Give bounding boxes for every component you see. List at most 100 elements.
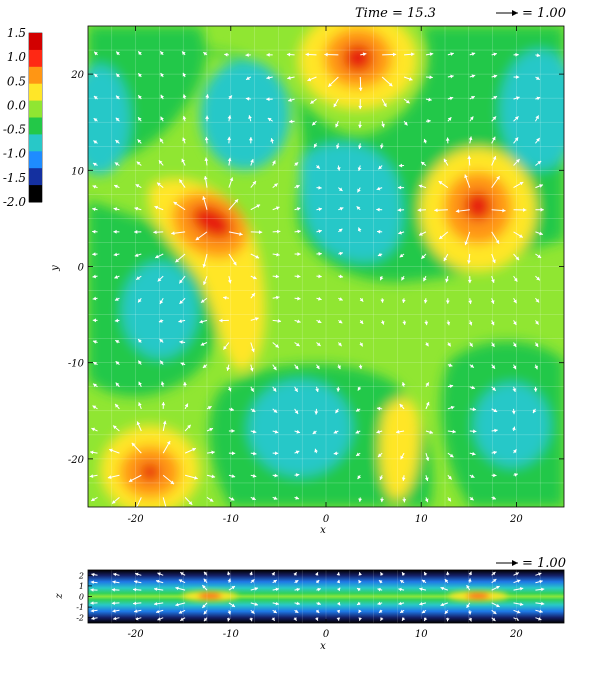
vector-arrowhead — [164, 507, 168, 511]
vector-arrowhead — [230, 407, 234, 412]
vector-arrowhead — [337, 365, 341, 370]
trough-1 — [200, 60, 290, 170]
vector-arrowhead — [470, 474, 475, 478]
vector-arrowhead — [113, 207, 118, 211]
vector-arrowhead — [455, 209, 460, 213]
vector-arrowhead — [288, 98, 292, 102]
vector-arrowhead — [207, 406, 212, 410]
vector-arrowhead — [239, 232, 243, 236]
colorbar-tick-label: 0.0 — [7, 98, 26, 112]
vector-arrowhead — [534, 365, 538, 370]
vector-arrowhead — [471, 385, 476, 390]
vector-arrowhead — [273, 609, 277, 613]
z-tick-label: 1 — [79, 582, 84, 591]
vector-arrowhead — [536, 137, 540, 142]
vector-arrowhead — [355, 408, 360, 412]
vector-arrowhead — [318, 185, 322, 190]
vector-arrowhead — [535, 76, 540, 80]
vector-arrowhead — [227, 157, 232, 162]
time-annotation: Time = 15.3 — [355, 6, 436, 21]
top-field — [88, 26, 564, 511]
vector-arrowhead — [294, 580, 299, 584]
colorbar-tick-label: -1.5 — [3, 171, 26, 185]
vector-arrowhead — [398, 230, 402, 235]
vector-arrowhead — [490, 300, 495, 304]
bottom-sources — [182, 591, 508, 601]
vector-arrowhead — [492, 156, 497, 160]
colorbar-tick-label: -1.0 — [3, 147, 27, 161]
vector-arrowhead — [336, 609, 341, 614]
vector-arrowhead — [175, 258, 180, 263]
vector-arrowhead — [296, 429, 301, 434]
vector-arrowhead — [469, 496, 474, 501]
vector-arrowhead — [202, 364, 207, 368]
vector-arrowhead — [254, 587, 258, 591]
vector-arrowhead — [182, 115, 187, 120]
vector-arrowhead — [536, 96, 541, 101]
vector-arrowhead — [446, 321, 451, 326]
bottom-zlabel: z — [54, 593, 65, 600]
vector-arrowhead — [272, 160, 276, 165]
top-ylabel: y — [50, 265, 61, 272]
vector-arrowhead — [314, 448, 318, 453]
vector-arrowhead — [515, 572, 519, 576]
vector-arrowhead — [533, 388, 538, 392]
vector-arrowhead — [90, 580, 95, 585]
vector-arrowhead — [157, 277, 162, 282]
vector-arrowhead — [425, 382, 429, 387]
vector-arrowhead — [161, 402, 166, 406]
vector-arrowhead — [138, 402, 142, 406]
vector-arrowhead — [514, 137, 519, 142]
vector-arrowhead — [358, 124, 362, 129]
y-tick-label: 10 — [71, 166, 84, 177]
vector-arrowhead — [92, 274, 96, 279]
vector-arrowhead — [273, 496, 278, 500]
vector-arrowhead — [159, 300, 164, 304]
vector-arrowhead — [179, 340, 183, 345]
vector-arrowhead — [492, 578, 497, 583]
vector-arrowhead — [535, 115, 539, 120]
vector-arrowhead — [336, 617, 341, 621]
y-tick-label: 20 — [70, 70, 84, 81]
vector-arrowhead — [112, 580, 116, 584]
vector-arrowhead — [536, 53, 541, 58]
vector-arrowhead — [318, 274, 322, 279]
vector-arrowhead — [401, 299, 406, 303]
vector-arrowhead — [248, 115, 252, 119]
vector-arrowhead — [317, 601, 321, 606]
vector-arrowhead — [92, 405, 97, 409]
vector-arrowhead — [339, 251, 343, 256]
vector-arrowhead — [138, 117, 142, 121]
vector-arrowhead — [134, 253, 139, 257]
vector-arrowhead — [251, 348, 255, 353]
vector-arrowhead — [231, 429, 235, 433]
vector-arrowhead — [249, 367, 254, 372]
vector-arrowhead — [492, 387, 496, 391]
vector-arrowhead — [251, 293, 255, 297]
vector-arrowhead — [359, 320, 364, 324]
vector-arrowhead — [494, 428, 498, 433]
vector-arrowhead — [449, 96, 454, 101]
vector-arrowhead — [231, 586, 235, 590]
vector-arrowhead — [421, 609, 426, 614]
vector-arrowhead — [473, 429, 477, 434]
vector-arrowhead — [252, 429, 257, 434]
vector-arrowhead — [115, 382, 120, 387]
vector-arrowhead — [128, 478, 133, 482]
vector-arrowhead — [519, 587, 524, 591]
vector-arrowhead — [534, 343, 539, 347]
top-xlabel: x — [320, 525, 326, 536]
vector-arrowhead — [205, 94, 210, 98]
vector-arrowhead — [496, 176, 500, 180]
vector-arrowhead — [180, 572, 184, 576]
vector-arrowhead — [116, 73, 120, 78]
vector-arrowhead — [467, 279, 472, 284]
vector-arrowhead — [333, 430, 338, 434]
vector-arrowhead — [115, 403, 119, 408]
vector-arrowhead — [295, 184, 300, 189]
vector-arrowhead — [419, 232, 423, 236]
vector-arrowhead — [137, 139, 142, 143]
vector-arrowhead — [89, 450, 94, 455]
vector-arrowhead — [427, 119, 431, 124]
vector-arrowhead — [203, 52, 208, 56]
